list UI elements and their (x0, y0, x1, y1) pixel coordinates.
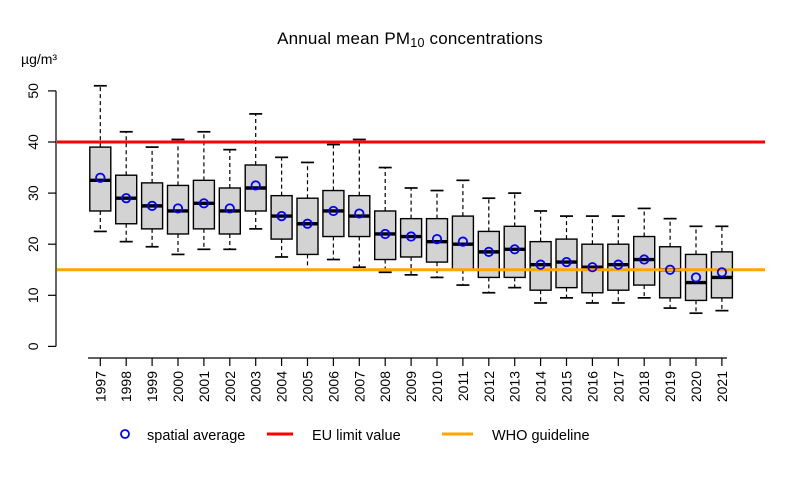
boxplot-2008 (374, 166, 397, 274)
boxplot-2017 (607, 215, 630, 304)
mean-point-2016 (587, 262, 598, 273)
y-axis-tick-label: 50 (25, 83, 41, 99)
x-axis-tick-label-2008: 2008 (377, 371, 393, 402)
mean-point-1998 (121, 193, 132, 204)
boxplot-2018 (633, 207, 656, 299)
mean-point-2015 (561, 256, 572, 268)
mean-point-2003 (250, 180, 261, 191)
x-axis-tick-label-1997: 1997 (92, 371, 108, 402)
x-axis-tick-label-2007: 2007 (351, 371, 367, 402)
x-axis-tick-label-2014: 2014 (533, 371, 549, 402)
iqr-box (658, 246, 682, 299)
x-axis-tick-label-2009: 2009 (403, 371, 419, 402)
mean-point-2013 (509, 244, 520, 255)
boxplot-2005 (296, 161, 319, 271)
boxplot-2003 (244, 113, 267, 230)
x-axis-tick-label-2006: 2006 (325, 371, 341, 402)
mean-point-2002 (224, 203, 235, 214)
y-axis-tick-label: 20 (25, 236, 41, 252)
boxplot-2019 (658, 217, 682, 309)
x-axis-tick-label-2002: 2002 (222, 371, 238, 402)
iqr-box (684, 253, 708, 302)
boxplot-2012 (477, 197, 500, 294)
mean-point-2012 (483, 246, 494, 257)
mean-point-2009 (405, 231, 417, 242)
boxplot-2015 (555, 215, 578, 299)
legend-spatial-average-marker-icon (120, 429, 130, 439)
iqr-box (477, 230, 500, 279)
iqr-box (710, 251, 734, 299)
boxplot-2020 (684, 225, 708, 315)
y-axis-tick-label: 0 (25, 342, 41, 350)
title-subscript: 10 (410, 36, 425, 50)
mean-point-2014 (535, 259, 546, 270)
y-axis-tick-label: 30 (25, 185, 41, 201)
legend-spatial-average-label: spatial average (147, 428, 245, 444)
mean-point-2010 (431, 233, 443, 245)
mean-point-2006 (328, 205, 339, 217)
x-axis-tick-label-1999: 1999 (144, 371, 160, 402)
boxplot-1998 (114, 130, 138, 243)
x-axis-tick-label-1998: 1998 (118, 371, 134, 402)
x-axis-tick-label-2010: 2010 (429, 371, 445, 402)
y-axis-unit-label: µg/m³ (21, 51, 58, 67)
chart-title: Annual mean PM10 concentrations (10, 29, 800, 50)
boxplot-2016 (581, 215, 604, 304)
mean-point-2018 (639, 254, 650, 265)
mean-point-2005 (302, 218, 313, 229)
x-axis-tick-label-2001: 2001 (196, 371, 212, 402)
iqr-box (296, 197, 319, 256)
x-axis-tick-label-2004: 2004 (274, 371, 290, 402)
x-axis-tick-label-2021: 2021 (714, 371, 730, 402)
mean-point-2011 (457, 236, 468, 247)
mean-point-2001 (198, 198, 209, 209)
x-axis-tick-label-2000: 2000 (170, 371, 186, 402)
title-prefix: Annual mean PM (277, 29, 411, 48)
boxplot-2014 (529, 210, 552, 304)
x-axis-tick-label-2016: 2016 (584, 371, 600, 402)
mean-point-2000 (172, 203, 184, 214)
boxplot-2001 (192, 130, 216, 251)
x-axis-tick-label-2005: 2005 (300, 371, 316, 402)
boxplot-2010 (425, 189, 449, 279)
y-axis-tick-label: 10 (25, 287, 41, 303)
mean-point-2020 (690, 272, 702, 283)
mean-point-2004 (276, 210, 287, 222)
x-axis-tick-label-2020: 2020 (688, 371, 704, 402)
iqr-box (607, 243, 630, 291)
boxplot-2013 (503, 192, 526, 289)
iqr-box (322, 189, 345, 238)
boxplot-2000 (166, 138, 190, 256)
mean-point-2007 (354, 208, 365, 219)
y-axis-tick-label: 40 (25, 134, 41, 150)
boxplot-2009 (399, 187, 423, 276)
boxplot-2004 (270, 156, 293, 258)
x-axis-tick-label-2012: 2012 (481, 371, 497, 402)
boxplot-2021 (710, 225, 734, 312)
boxplot-2006 (322, 143, 345, 261)
mean-point-2017 (613, 259, 624, 270)
boxplot-2007 (348, 138, 371, 269)
mean-point-2008 (380, 228, 391, 240)
boxplot-1999 (140, 146, 164, 248)
legend-who-guideline-label: WHO guideline (492, 428, 590, 444)
x-axis-tick-label-2019: 2019 (662, 371, 678, 402)
boxplot-2002 (218, 148, 242, 251)
mean-point-1997 (95, 172, 106, 183)
x-axis-tick-label-2017: 2017 (610, 371, 626, 402)
boxplot-1997 (89, 84, 112, 233)
mean-point-2021 (716, 267, 728, 278)
title-suffix: concentrations (424, 29, 543, 48)
x-axis-tick-label-2013: 2013 (507, 371, 523, 402)
mean-point-2019 (664, 264, 676, 275)
x-axis-tick-label-2011: 2011 (455, 371, 471, 401)
x-axis-tick-label-2015: 2015 (559, 371, 575, 402)
mean-point-1999 (147, 200, 158, 211)
x-axis-tick-label-2003: 2003 (248, 371, 264, 402)
legend-eu-limit-label: EU limit value (312, 428, 401, 444)
x-axis-tick-label-2018: 2018 (636, 371, 652, 402)
iqr-box (503, 225, 526, 279)
